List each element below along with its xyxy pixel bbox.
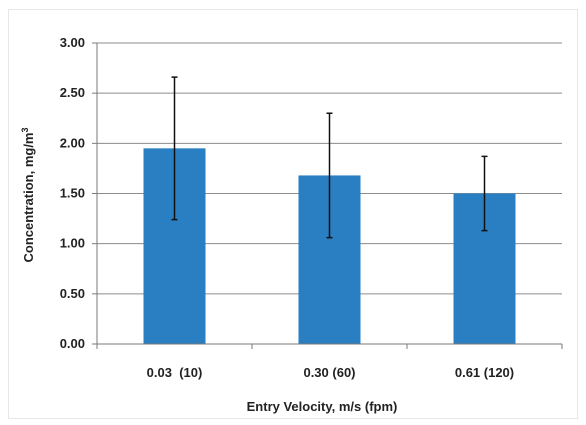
- y-axis-title-superscript: 3: [20, 127, 30, 132]
- y-tick-label: 0.00: [60, 336, 85, 351]
- y-tick-label: 2.00: [60, 135, 85, 150]
- axes: [92, 42, 563, 349]
- x-tick-label: 0.61 (120): [455, 365, 514, 380]
- tick-labels: 0.00 0.50 1.00 1.50 2.00 2.50 3.00 0.03 (10) 0.3…: [60, 35, 514, 380]
- y-axis-title-main: Concentration, mg/m: [21, 133, 36, 263]
- chart-frame: [8, 9, 578, 419]
- y-tick-label: 2.50: [60, 85, 85, 100]
- y-tick-label: 3.00: [60, 35, 85, 50]
- y-tick-label: 0.50: [60, 286, 85, 301]
- x-tick-label: 0.30 (60): [303, 365, 355, 380]
- x-axis-title: Entry Velocity, m/s (fpm): [247, 399, 398, 414]
- error-bars: [171, 76, 488, 239]
- y-tick-label: 1.50: [60, 186, 85, 201]
- y-tick-label: 1.00: [60, 236, 85, 251]
- x-tick-label: 0.03 (10): [147, 365, 203, 380]
- y-axis-title: Concentration, mg/m3: [20, 127, 36, 262]
